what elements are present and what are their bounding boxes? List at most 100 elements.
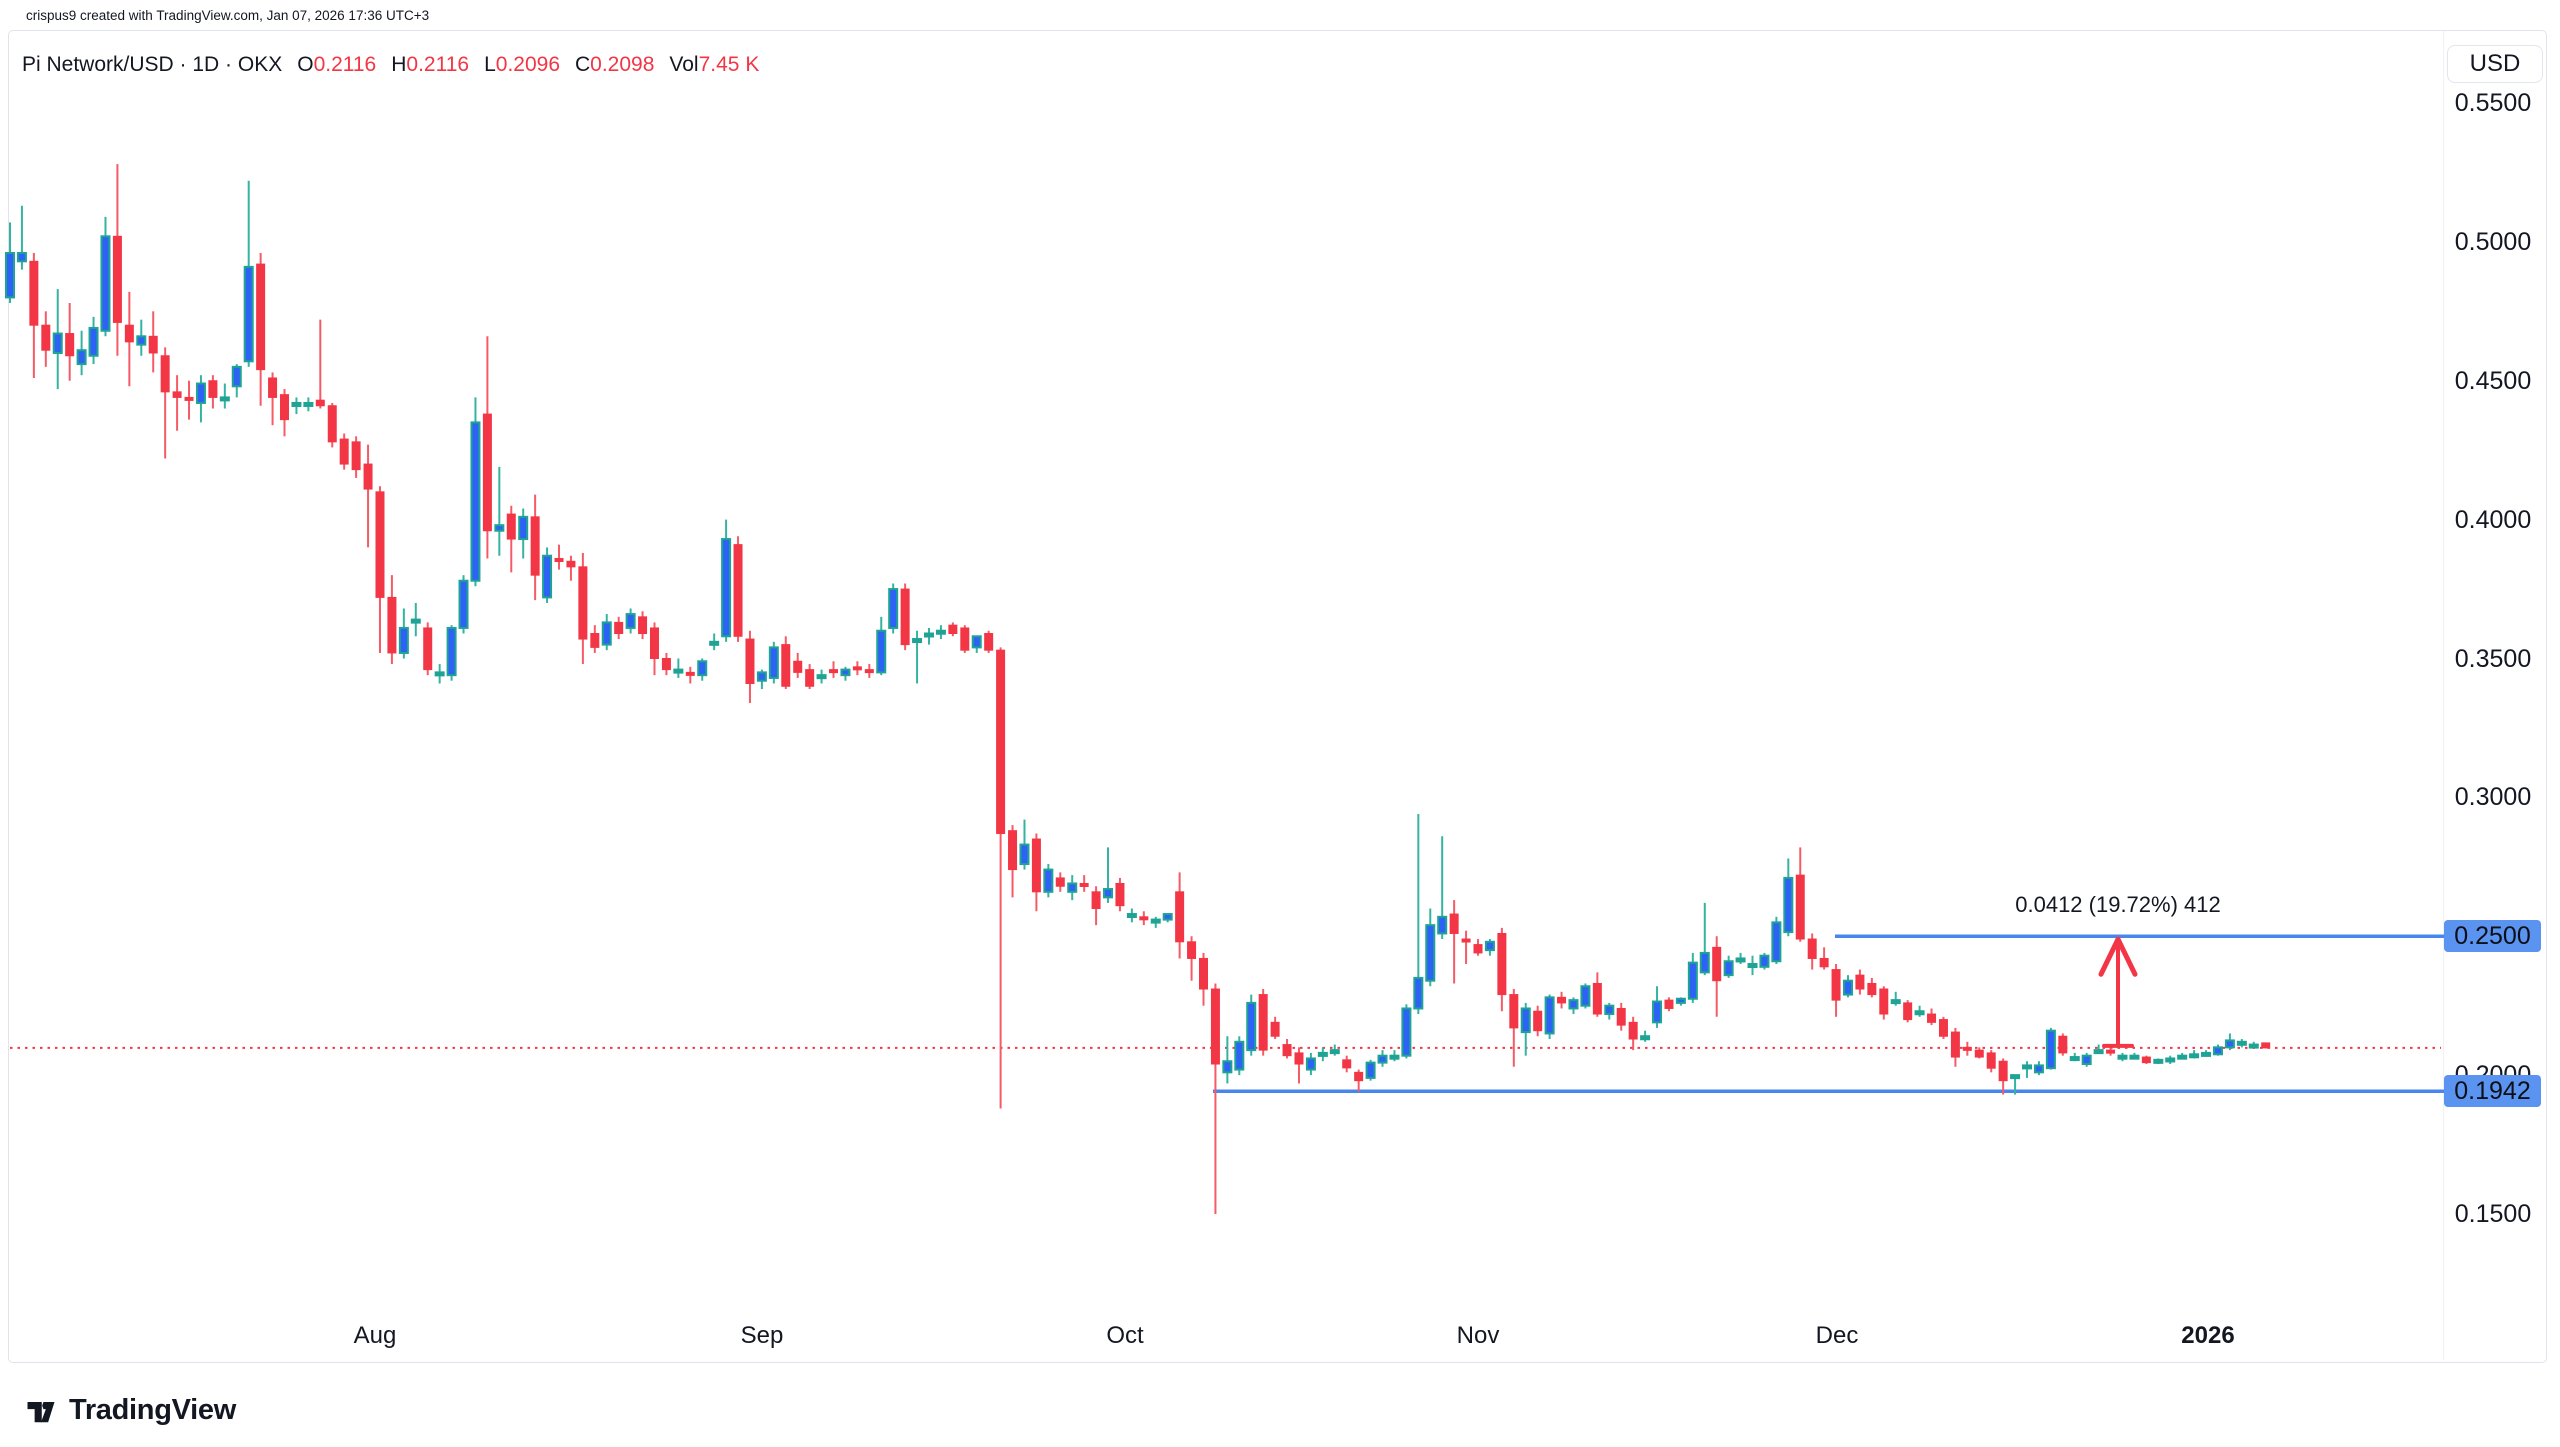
candle-body bbox=[948, 624, 958, 635]
candle-body bbox=[2045, 1029, 2056, 1070]
candle-body bbox=[960, 627, 970, 651]
candle-body bbox=[1807, 938, 1817, 959]
candle-body bbox=[1401, 1007, 1412, 1057]
candle-body bbox=[649, 627, 659, 660]
candle-body bbox=[2141, 1056, 2151, 1064]
candle-body bbox=[518, 515, 529, 541]
candle-body bbox=[530, 516, 540, 576]
candle-body bbox=[1139, 916, 1149, 921]
candle-body bbox=[327, 405, 337, 443]
candle-body bbox=[912, 638, 923, 644]
candle-body bbox=[709, 640, 720, 646]
candle-body bbox=[840, 668, 851, 677]
candle-body bbox=[1604, 1004, 1615, 1016]
candle-body bbox=[697, 660, 708, 677]
candle-body bbox=[1879, 988, 1889, 1015]
candle-body bbox=[219, 396, 230, 402]
candle-body bbox=[65, 333, 75, 357]
candle-body bbox=[1294, 1052, 1304, 1065]
candle-body bbox=[1187, 941, 1197, 959]
candle-body bbox=[1449, 913, 1459, 934]
price-axis-label: 0.3000 bbox=[2454, 783, 2532, 812]
candle-body bbox=[256, 263, 266, 371]
candle-body bbox=[1210, 988, 1220, 1065]
ohlc-low: L0.2096 bbox=[484, 53, 560, 76]
candle-body bbox=[172, 391, 182, 398]
candle-body bbox=[351, 441, 361, 471]
price-axis-label: 0.5000 bbox=[2454, 227, 2532, 256]
candle-body bbox=[1019, 843, 1030, 866]
candle-body bbox=[1640, 1035, 1651, 1041]
candle-body bbox=[1616, 1007, 1626, 1026]
close-label: C bbox=[575, 53, 591, 76]
candle-body bbox=[566, 560, 576, 568]
candle-body bbox=[1509, 994, 1519, 1029]
candle-body bbox=[1067, 882, 1078, 893]
candle-body bbox=[2129, 1054, 2140, 1060]
candle-body bbox=[76, 349, 87, 366]
candle-body bbox=[2022, 1064, 2033, 1070]
candle-body bbox=[1425, 924, 1436, 982]
candle-body bbox=[446, 626, 457, 677]
candle-body bbox=[1842, 979, 1853, 996]
candle-body bbox=[280, 394, 290, 421]
candle-body bbox=[2093, 1049, 2104, 1055]
candle-body bbox=[1867, 982, 1877, 996]
candle-body bbox=[888, 588, 899, 629]
candle-body bbox=[768, 646, 779, 679]
candle-body bbox=[2189, 1053, 2200, 1059]
measure-arrow[interactable] bbox=[2098, 936, 2121, 977]
candle-body bbox=[1664, 999, 1674, 1009]
candle-body bbox=[601, 621, 612, 646]
price-axis-label: 0.5500 bbox=[2454, 89, 2532, 117]
candle-body bbox=[1580, 985, 1591, 1007]
time-axis-label: Dec bbox=[1815, 1322, 1859, 1349]
candle-body bbox=[1723, 960, 1734, 977]
currency-usd-button[interactable]: USD bbox=[2447, 45, 2543, 83]
candle-body bbox=[1270, 1021, 1280, 1037]
candle-body bbox=[1914, 1010, 1925, 1016]
candle-body bbox=[1544, 996, 1555, 1035]
candle-body bbox=[864, 669, 874, 674]
candle-body bbox=[590, 633, 600, 648]
chart-legend: Pi Network/USD · 1D · OKX O0.2116 H0.2116 L… bbox=[22, 53, 759, 77]
candle-body bbox=[2212, 1046, 2223, 1056]
candle-body bbox=[614, 621, 624, 635]
attribution-text: crispus9 created with TradingView.com, J… bbox=[26, 8, 430, 23]
candle-body bbox=[303, 401, 314, 407]
candle-body bbox=[2177, 1054, 2188, 1060]
candle-body bbox=[398, 626, 409, 654]
candle-body bbox=[160, 355, 170, 393]
candle-body bbox=[195, 382, 206, 404]
open-label: O bbox=[297, 53, 314, 76]
tradingview-logo[interactable]: TradingView bbox=[26, 1394, 236, 1427]
measure-annotation-label[interactable]: 0.0412 (19.72%) 412 bbox=[2015, 892, 2221, 917]
candle-body bbox=[1461, 938, 1471, 943]
candle-body bbox=[148, 335, 158, 354]
symbol-title[interactable]: Pi Network/USD · 1D · OKX bbox=[22, 53, 283, 76]
candle-body bbox=[1533, 1010, 1543, 1032]
candle-body bbox=[816, 674, 827, 680]
candle-body bbox=[996, 649, 1006, 834]
candle-body bbox=[1712, 946, 1722, 982]
candle-body bbox=[829, 669, 839, 674]
candle-body bbox=[2081, 1054, 2092, 1066]
candle-body bbox=[1675, 997, 1686, 1004]
candle-body bbox=[1974, 1049, 1984, 1058]
open-value: 0.2116 bbox=[313, 53, 377, 76]
candle-body bbox=[1783, 876, 1794, 934]
candle-body bbox=[2261, 1042, 2271, 1049]
candle-body bbox=[1222, 1060, 1233, 1074]
close-value: 0.2098 bbox=[590, 53, 655, 76]
candle-body bbox=[1175, 891, 1185, 943]
candle-body bbox=[923, 632, 934, 638]
measure-arrow[interactable] bbox=[2115, 936, 2138, 977]
ohlc-high: H0.2116 bbox=[391, 53, 469, 76]
low-label: L bbox=[484, 53, 496, 76]
candle-body bbox=[1962, 1046, 1972, 1051]
time-axis-label: Oct bbox=[1106, 1322, 1144, 1349]
candle-body bbox=[721, 538, 732, 638]
price-axis-separator bbox=[2443, 31, 2444, 1360]
candle-body bbox=[2010, 1074, 2021, 1080]
